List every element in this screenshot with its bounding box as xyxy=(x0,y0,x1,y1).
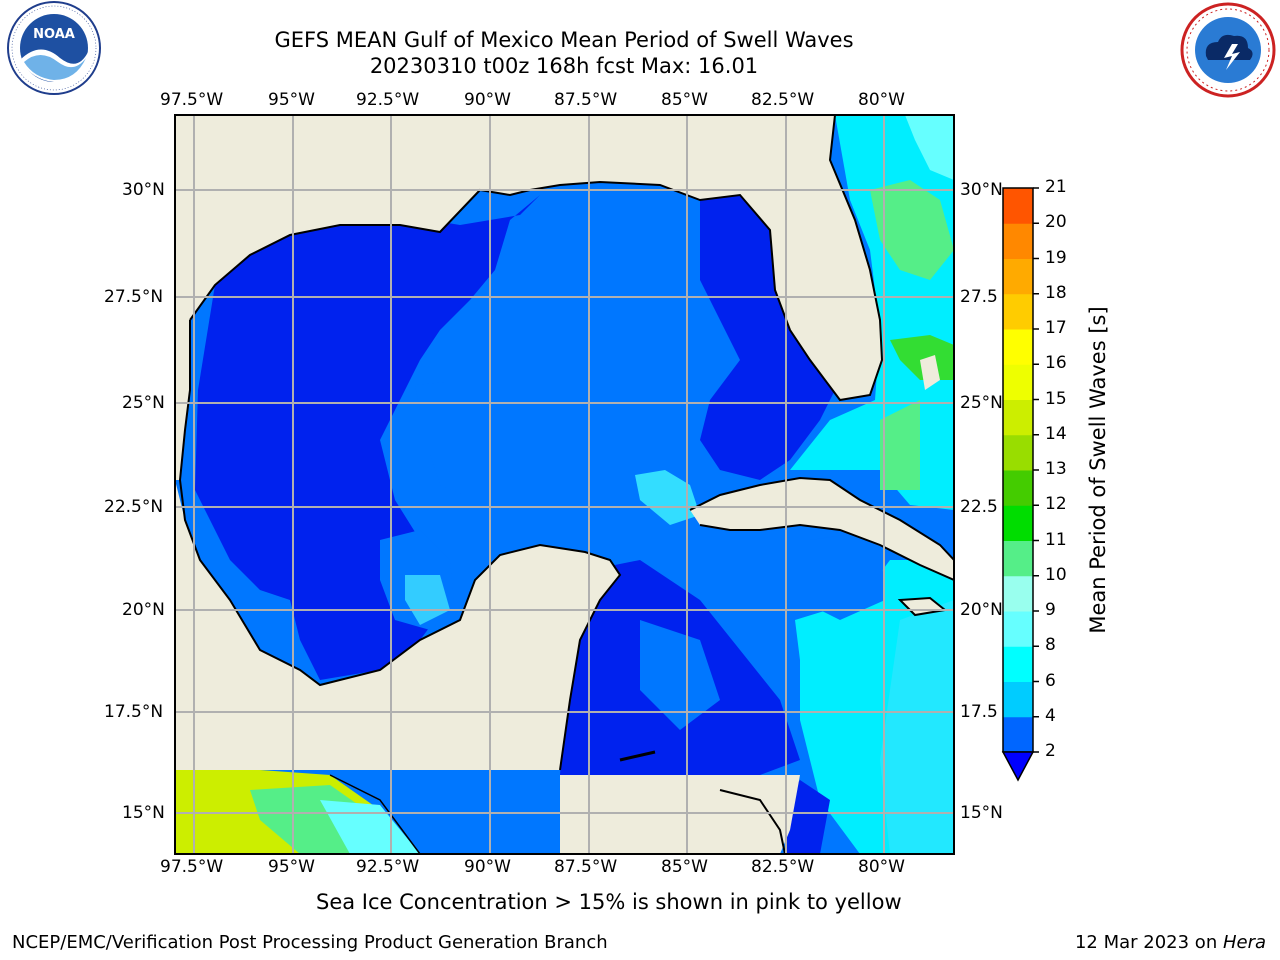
lon-label-bottom: 90°W xyxy=(464,857,511,877)
colorbar-label: Mean Period of Swell Waves [s] xyxy=(1086,306,1110,634)
lon-label-bottom: 85°W xyxy=(661,857,708,877)
lat-label-left: 27.5°N xyxy=(104,287,164,307)
svg-text:NOAA: NOAA xyxy=(33,27,75,42)
colorbar-box xyxy=(1003,258,1033,295)
sea-ice-caption: Sea Ice Concentration > 15% is shown in … xyxy=(316,890,902,914)
colorbar-tick-label: 10 xyxy=(1045,564,1067,585)
colorbar-tick-label: 15 xyxy=(1045,388,1067,409)
footer-machine: Hera xyxy=(1222,932,1266,953)
colorbar-box xyxy=(1003,223,1033,259)
lat-label-left: 30°N xyxy=(122,180,165,200)
colorbar-tick-label: 19 xyxy=(1045,247,1067,268)
region-florida-shelf xyxy=(700,195,835,480)
lat-label-right: 20°N xyxy=(960,600,1003,620)
colorbar-tick-label: 21 xyxy=(1045,177,1067,197)
colorbar-tick-label: 9 xyxy=(1045,600,1056,620)
colorbar-tick-label: 20 xyxy=(1045,212,1067,233)
chart-title: GEFS MEAN Gulf of Mexico Mean Period of … xyxy=(274,28,854,52)
lat-label-right: 25°N xyxy=(960,393,1003,413)
lon-label-bottom: 80°W xyxy=(858,857,905,877)
colorbar-box xyxy=(1003,575,1033,612)
colorbar-box xyxy=(1003,434,1033,471)
lon-label-top: 95°W xyxy=(268,90,315,110)
lon-label-top: 97.5°W xyxy=(160,90,224,110)
colorbar xyxy=(1001,187,1039,782)
lat-label-left: 25°N xyxy=(122,393,165,413)
map-field xyxy=(175,115,954,854)
colorbar-ticks xyxy=(1033,187,1039,753)
lon-label-top: 82.5°W xyxy=(751,90,815,110)
colorbar-boxes xyxy=(1002,187,1034,753)
map-gridlines xyxy=(175,115,954,854)
colorbar-box xyxy=(1003,364,1033,400)
region-west-gulf xyxy=(195,195,540,680)
colorbar-tick-label: 6 xyxy=(1045,670,1056,691)
colorbar-box xyxy=(1003,188,1033,224)
colorbar-box xyxy=(1003,540,1033,577)
lon-label-bottom: 92.5°W xyxy=(356,857,420,877)
colorbar-extend-triangle xyxy=(1001,751,1035,782)
land-mexico xyxy=(175,480,620,770)
lon-label-top: 80°W xyxy=(858,90,905,110)
footer-date: 12 Mar 2023 on Hera xyxy=(1075,932,1266,953)
colorbar-box xyxy=(1003,681,1033,718)
colorbar-box xyxy=(1003,716,1033,753)
colorbar-box xyxy=(1003,646,1033,682)
lat-label-left: 17.5°N xyxy=(104,702,164,722)
lat-label-left: 20°N xyxy=(122,600,165,620)
lon-label-top: 90°W xyxy=(464,90,511,110)
lat-label-left: 22.5°N xyxy=(104,497,164,517)
colorbar-tick-label: 18 xyxy=(1045,282,1067,303)
colorbar-tick-label: 11 xyxy=(1045,529,1067,550)
lat-label-left: 15°N xyxy=(122,803,165,823)
lon-label-bottom: 87.5°W xyxy=(554,857,618,877)
lon-label-top: 85°W xyxy=(661,90,708,110)
noaa-logo: NOAA xyxy=(7,1,101,95)
map-frame xyxy=(174,114,955,855)
lat-label-right: 27.5 xyxy=(960,287,998,307)
nws-logo xyxy=(1180,2,1276,98)
colorbar-tick-label: 17 xyxy=(1045,318,1067,338)
colorbar-tick-label: 2 xyxy=(1045,741,1056,761)
lon-label-top: 87.5°W xyxy=(554,90,618,110)
lon-label-bottom: 95°W xyxy=(268,857,315,877)
footer-date-text: 12 Mar 2023 on xyxy=(1074,932,1223,953)
chart-subtitle: 20230310 t00z 168h fcst Max: 16.01 xyxy=(369,54,759,78)
colorbar-tick-label: 13 xyxy=(1045,459,1067,479)
lon-label-top: 92.5°W xyxy=(356,90,420,110)
lat-label-right: 17.5 xyxy=(960,702,998,722)
land-north-america xyxy=(175,115,882,480)
colorbar-tick-label: 14 xyxy=(1045,423,1067,444)
colorbar-tick-label: 12 xyxy=(1045,494,1067,515)
lon-label-bottom: 97.5°W xyxy=(160,857,224,877)
colorbar-box xyxy=(1003,470,1033,506)
colorbar-tick-label: 4 xyxy=(1045,705,1056,726)
footer-credit: NCEP/EMC/Verification Post Processing Pr… xyxy=(12,932,608,953)
lat-label-right: 15°N xyxy=(960,803,1003,823)
lon-label-bottom: 82.5°W xyxy=(751,857,815,877)
colorbar-box xyxy=(1003,329,1033,365)
land-cuba xyxy=(690,478,954,580)
land-central-america xyxy=(560,775,800,854)
colorbar-tick-label: 8 xyxy=(1045,635,1056,656)
lat-label-right: 22.5 xyxy=(960,497,998,517)
colorbar-box xyxy=(1003,293,1033,330)
lat-label-right: 30°N xyxy=(960,180,1003,200)
colorbar-box xyxy=(1003,611,1033,647)
colorbar-box xyxy=(1003,399,1033,436)
colorbar-tick-label: 16 xyxy=(1045,353,1067,374)
colorbar-box xyxy=(1003,505,1033,541)
